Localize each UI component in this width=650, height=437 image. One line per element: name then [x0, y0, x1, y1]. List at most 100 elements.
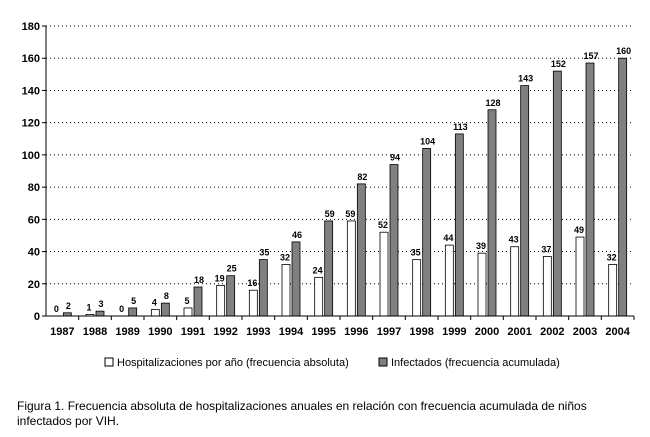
bar-infectados: [324, 220, 334, 317]
data-label-hospitalizaciones: 0: [119, 304, 124, 314]
bar-hospitalizaciones: [379, 231, 389, 317]
bar-infectados: [226, 275, 236, 317]
data-label-infectados: 82: [357, 172, 367, 182]
data-label-infectados: 104: [420, 136, 435, 146]
legend: Hospitalizaciones por año (frecuencia ab…: [104, 357, 560, 369]
data-label-infectados: 157: [583, 51, 598, 61]
data-label-hospitalizaciones: 19: [215, 273, 225, 283]
x-tick-label: 1992: [213, 326, 237, 338]
y-tick-label: 180: [22, 21, 40, 33]
x-tick-label: 1991: [181, 326, 205, 338]
data-label-infectados: 5: [131, 296, 136, 306]
x-tick-label: 1990: [148, 326, 172, 338]
bar-hospitalizaciones: [281, 264, 291, 317]
x-tick-label: 1987: [50, 326, 74, 338]
bar-infectados: [487, 109, 497, 317]
bar-infectados: [160, 302, 170, 317]
data-label-infectados: 3: [98, 299, 103, 309]
x-tick-label: 1989: [115, 326, 139, 338]
data-label-infectados: 128: [485, 98, 500, 108]
bar-hospitalizaciones: [608, 264, 618, 317]
bar-infectados: [291, 241, 301, 317]
data-label-hospitalizaciones: 32: [280, 252, 290, 262]
x-tick-label: 2002: [540, 326, 564, 338]
bar-infectados: [422, 148, 432, 317]
bar-hospitalizaciones: [314, 276, 324, 317]
y-tick-label: 60: [28, 214, 40, 226]
x-tick-label: 1988: [83, 326, 107, 338]
bar-infectados: [356, 183, 366, 317]
legend-swatch-infectados: [378, 357, 388, 367]
bar-hospitalizaciones: [510, 246, 520, 317]
x-tick-label: 2004: [605, 326, 630, 338]
data-label-hospitalizaciones: 0: [54, 304, 59, 314]
data-label-infectados: 152: [551, 59, 566, 69]
data-label-hospitalizaciones: 32: [607, 252, 617, 262]
x-tick-label: 1994: [279, 326, 304, 338]
data-label-hospitalizaciones: 43: [509, 235, 519, 245]
data-label-infectados: 113: [453, 122, 468, 132]
bar-hospitalizaciones: [150, 309, 160, 317]
data-label-infectados: 59: [325, 209, 335, 219]
y-tick-label: 140: [22, 85, 40, 97]
bar-hospitalizaciones: [216, 284, 226, 317]
bar-infectados: [618, 57, 628, 317]
legend-swatch-hospitalizaciones: [104, 357, 114, 367]
data-label-infectados: 94: [390, 153, 400, 163]
x-axis-ticks: 1987 1988 1989 1990 1991 1992 1993 1994 1995 1996…: [50, 316, 635, 338]
bar-hospitalizaciones: [183, 307, 193, 317]
legend-label-infectados: Infectados (frecuencia acumulada): [391, 357, 560, 369]
bar-hospitalizaciones: [444, 244, 454, 317]
bar-infectados: [454, 133, 464, 317]
bar-infectados: [258, 259, 268, 317]
data-label-hospitalizaciones: 1: [86, 302, 91, 312]
bar-hospitalizaciones: [346, 220, 356, 317]
bar-hospitalizaciones: [477, 252, 487, 317]
bar-infectados: [389, 164, 399, 317]
x-tick-label: 1998: [409, 326, 433, 338]
x-tick-label: 2003: [573, 326, 597, 338]
data-label-hospitalizaciones: 24: [313, 265, 323, 275]
data-label-hospitalizaciones: 35: [411, 248, 421, 258]
x-tick-label: 2000: [475, 326, 499, 338]
y-tick-label: 80: [28, 182, 40, 194]
bar-infectados: [585, 62, 595, 317]
legend-label-hospitalizaciones: Hospitalizaciones por año (frecuencia ab…: [117, 357, 349, 369]
data-label-infectados: 18: [194, 275, 204, 285]
figure-caption: Figura 1. Frecuencia absoluta de hospita…: [17, 399, 587, 428]
data-label-hospitalizaciones: 4: [152, 298, 157, 308]
y-tick-label: 20: [28, 279, 40, 291]
x-tick-label: 1997: [377, 326, 401, 338]
data-label-infectados: 2: [66, 301, 71, 311]
data-label-hospitalizaciones: 59: [345, 209, 355, 219]
data-label-hospitalizaciones: 37: [541, 244, 551, 254]
data-label-hospitalizaciones: 39: [476, 241, 486, 251]
bar-hospitalizaciones: [575, 236, 585, 317]
bar-infectados: [128, 307, 138, 317]
y-tick-label: 100: [22, 150, 40, 162]
data-label-hospitalizaciones: 49: [574, 225, 584, 235]
data-label-infectados: 25: [227, 264, 237, 274]
bar-infectados: [552, 70, 562, 317]
bar-hospitalizaciones: [542, 255, 552, 317]
x-tick-label: 1999: [442, 326, 466, 338]
bar-infectados: [520, 85, 530, 317]
bar-hospitalizaciones: [248, 289, 258, 317]
bar-infectados: [95, 310, 105, 317]
bar-infectados: [193, 286, 203, 317]
x-tick-label: 1995: [311, 326, 335, 338]
y-axis-ticks: 0 20 40 60 80 100 120 140 160 180: [22, 21, 46, 323]
data-label-infectados: 8: [164, 291, 169, 301]
data-label-infectados: 160: [616, 46, 631, 56]
data-label-hospitalizaciones: 44: [443, 233, 453, 243]
y-tick-label: 40: [28, 247, 40, 259]
bars: [62, 57, 628, 317]
data-label-hospitalizaciones: 52: [378, 220, 388, 230]
y-tick-label: 0: [34, 311, 40, 323]
x-tick-label: 2001: [507, 326, 531, 338]
data-label-hospitalizaciones: 5: [184, 296, 189, 306]
data-label-infectados: 35: [259, 248, 269, 258]
data-label-hospitalizaciones: 16: [247, 278, 257, 288]
